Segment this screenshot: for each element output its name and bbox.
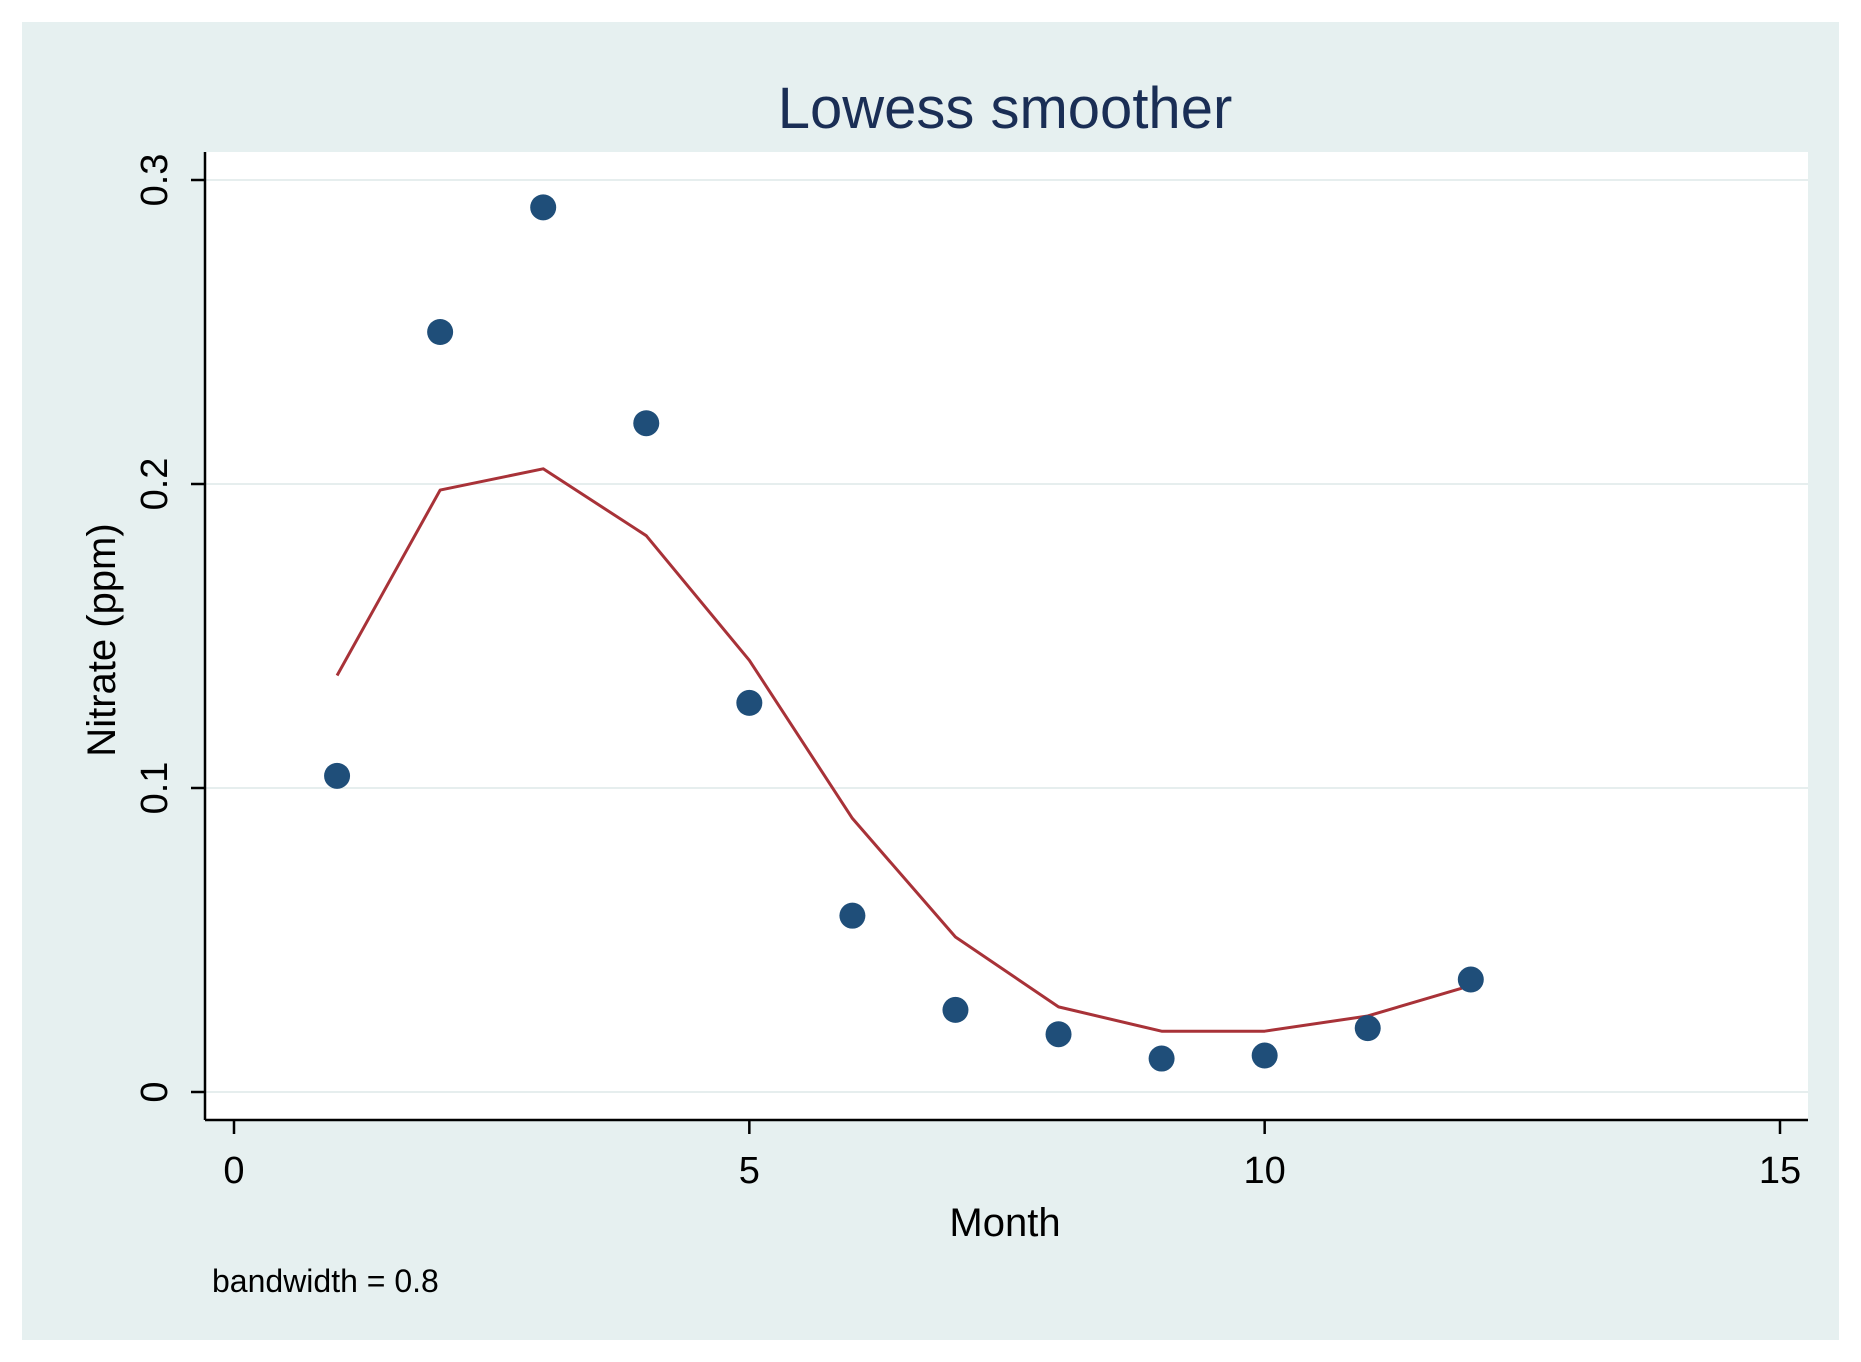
y-tick-label: 0 <box>134 1081 176 1102</box>
lowess-line <box>335 467 1472 1033</box>
y-axis-label: Nitrate (ppm) <box>80 523 124 756</box>
x-tick-label: 5 <box>739 1150 760 1192</box>
y-tick-label: 0.2 <box>134 458 176 511</box>
scatter-point <box>530 194 557 221</box>
y-tick-label: 0.3 <box>134 154 176 207</box>
scatter-point <box>1045 1021 1072 1048</box>
y-axis-ticks: 0 0.1 0.2 0.3 <box>134 154 205 1103</box>
scatter-point <box>427 319 454 345</box>
scatter-point <box>1354 1015 1381 1042</box>
scatter-point <box>1148 1045 1175 1072</box>
x-tick-label: 15 <box>1759 1150 1801 1192</box>
bandwidth-note: bandwidth = 0.8 <box>212 1263 439 1299</box>
chart-title: Lowess smoother <box>778 76 1233 141</box>
plot-area <box>205 152 1808 1120</box>
gridlines <box>205 179 1808 1093</box>
scatter-point <box>736 689 763 716</box>
scatter-series <box>324 194 1484 1072</box>
scatter-point <box>942 996 969 1023</box>
scatter-point <box>1457 966 1484 993</box>
x-axis-ticks: 0 5 10 15 <box>223 1120 1801 1192</box>
x-tick-label: 0 <box>223 1150 244 1192</box>
y-tick-label: 0.1 <box>134 762 176 815</box>
scatter-point <box>324 762 351 789</box>
scatter-point <box>839 902 866 929</box>
x-axis-label: Month <box>949 1201 1060 1245</box>
scatter-point <box>633 410 660 437</box>
scatter-point <box>1251 1042 1278 1069</box>
x-tick-label: 10 <box>1244 1150 1286 1192</box>
lowess-line-series <box>335 467 1472 1033</box>
